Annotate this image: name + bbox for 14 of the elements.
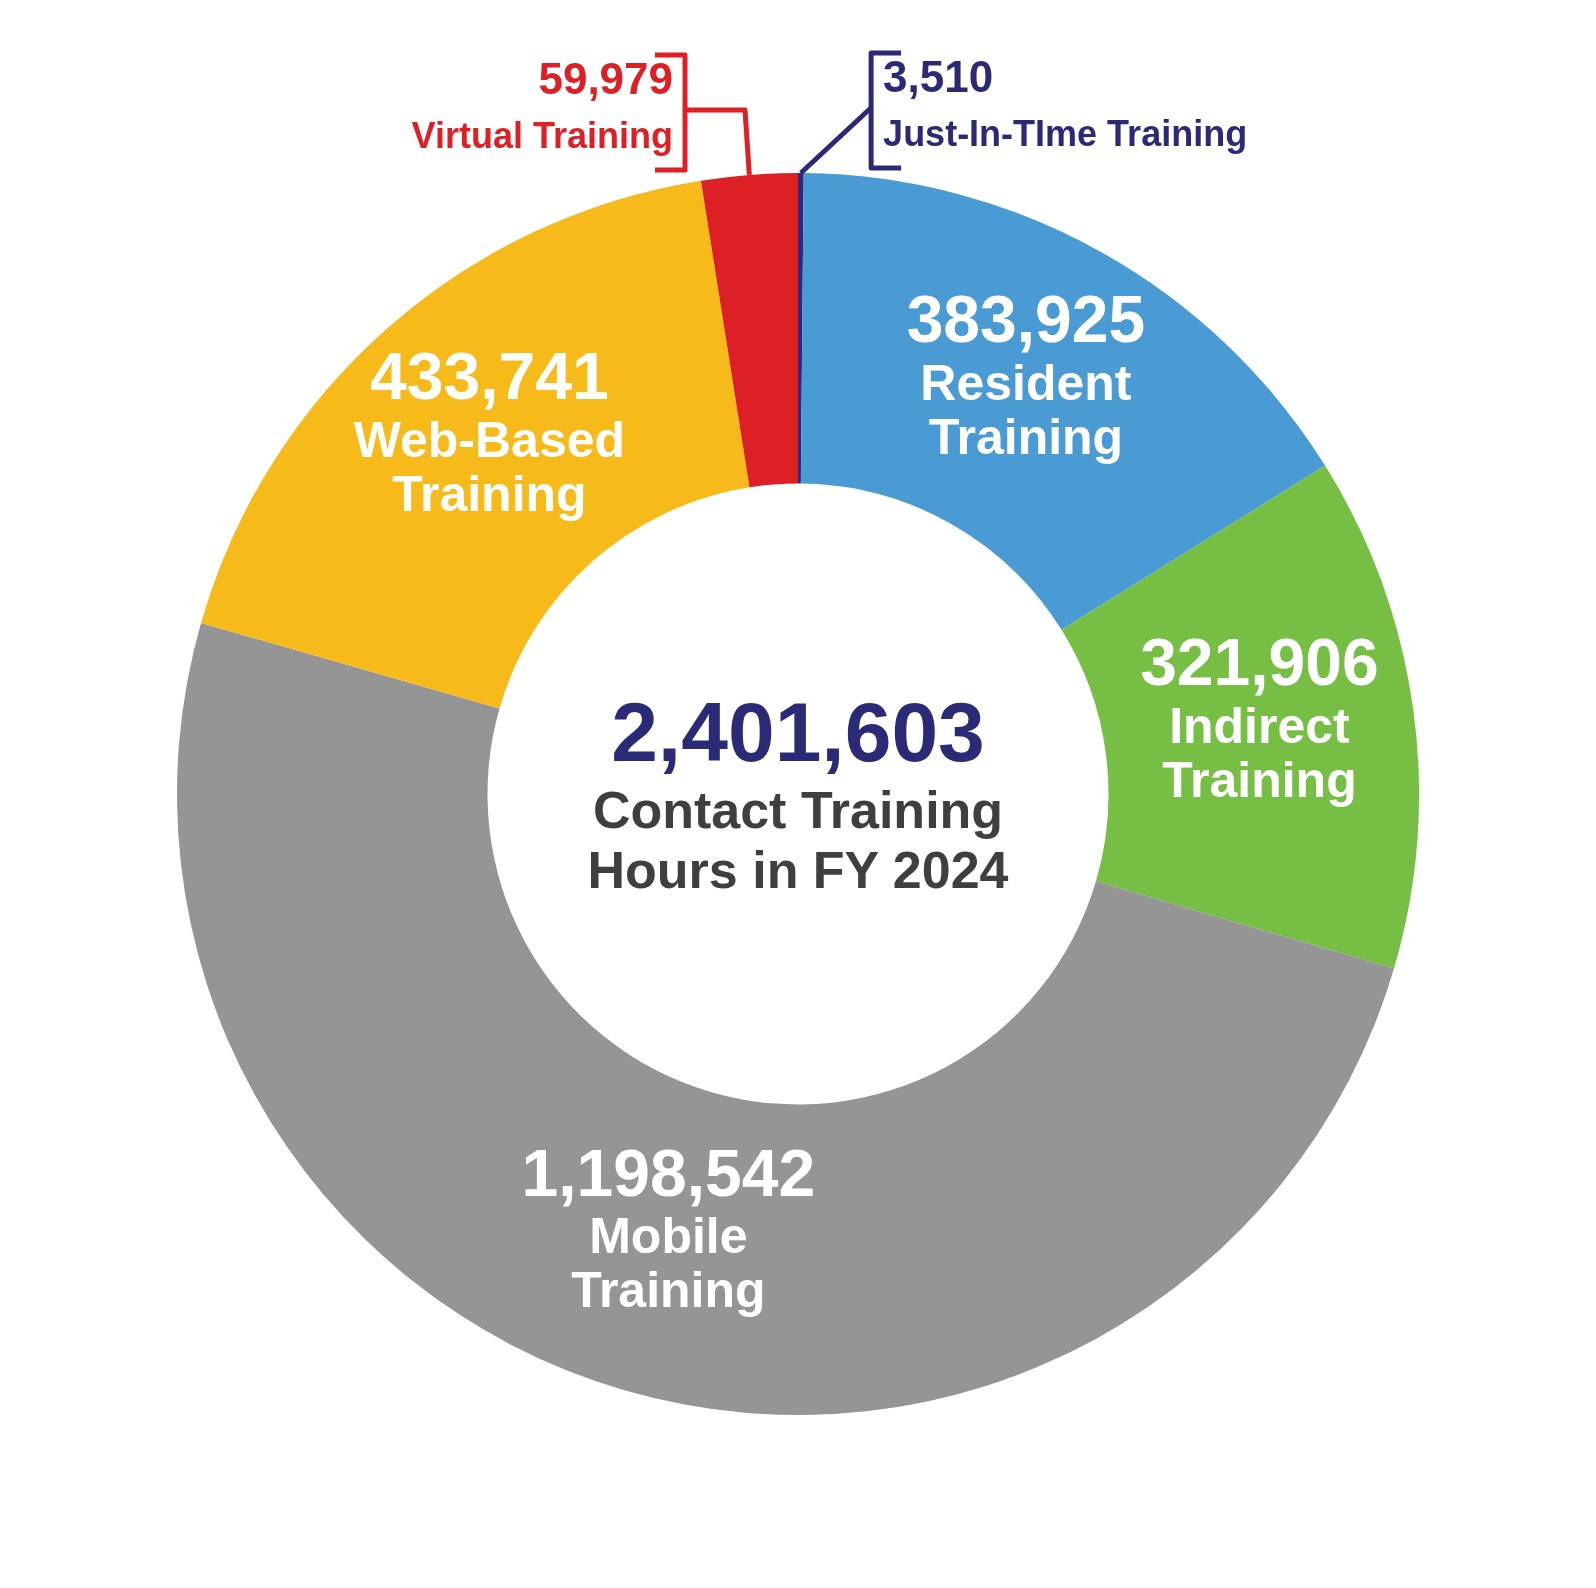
- data-label: 321,906: [1140, 625, 1379, 700]
- slice-label: Virtual Training: [411, 115, 674, 156]
- text: Contact Training Hours in FY 2024: [586, 780, 1010, 900]
- text: 2,401,603: [610, 684, 986, 780]
- data-label: 3,510: [883, 52, 994, 102]
- data-label: 383,925: [906, 282, 1146, 357]
- slice-label: Web-Based Training: [353, 411, 626, 522]
- slice-label: Indirect Training: [1162, 697, 1357, 808]
- data-label: 59,979: [538, 54, 674, 104]
- data-label: 433,741: [370, 339, 609, 414]
- slice-label: Resident Training: [920, 354, 1132, 465]
- slice-label: Mobile Training: [571, 1208, 766, 1319]
- slice-label: Just-In-TIme Training: [883, 112, 1248, 154]
- data-label: 1,198,542: [521, 1135, 816, 1210]
